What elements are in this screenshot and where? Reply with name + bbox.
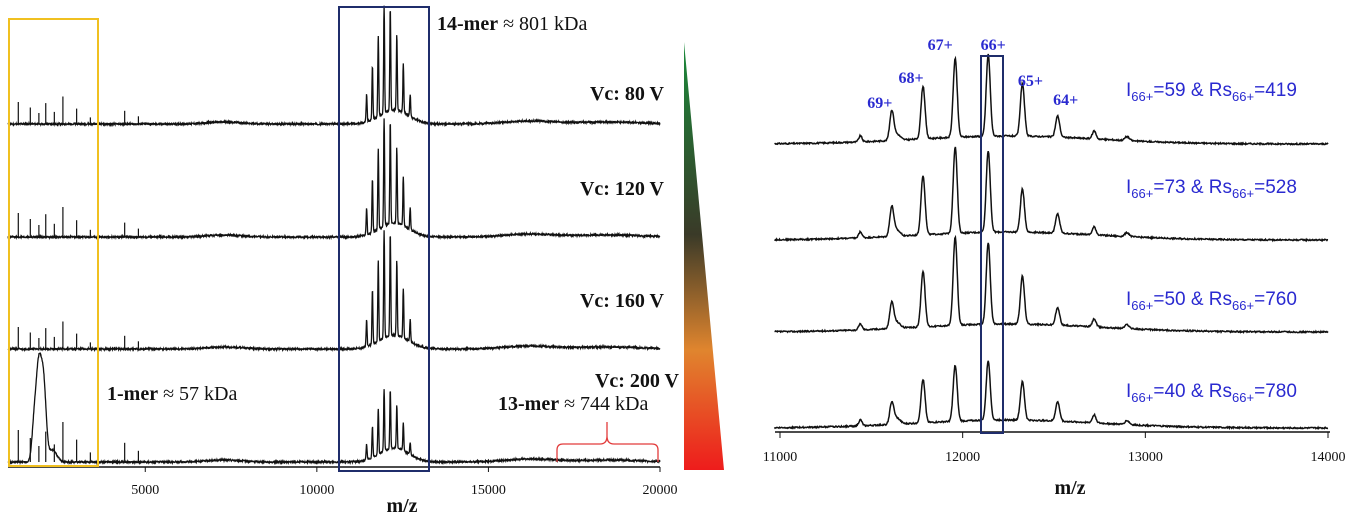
left-trace-1 <box>7 118 661 241</box>
one-mer-label: 1-mer <box>107 383 158 405</box>
annotation-part: 66+ <box>1131 390 1153 405</box>
right-trace-0 <box>774 53 1329 147</box>
annotation-part: & Rs <box>1186 80 1232 101</box>
voltage-label-160: Vc: 160 V <box>580 290 665 312</box>
annotation-part: I <box>1126 381 1131 402</box>
left-x-ticks: 5000 10000 15000 20000 <box>131 467 678 498</box>
annotation-part: =528 <box>1254 177 1297 198</box>
right-traces-group <box>773 53 1329 431</box>
annotation-part: 66+ <box>1232 298 1254 313</box>
right-x-tick-label: 11000 <box>763 450 797 465</box>
thirteen-mer-label: 13-mer <box>498 393 559 415</box>
one-mer-mass: ≈ 57 kDa <box>158 383 237 405</box>
charge-state-label: 64+ <box>1053 92 1078 109</box>
voltage-label-200: Vc: 200 V <box>595 370 680 392</box>
right-spectrum-panel: 11000 12000 13000 14000 m/z 69+ 68+ 67+ 66+ 65+… <box>763 37 1346 499</box>
voltage-label-80: Vc: 80 V <box>590 83 665 105</box>
right-trace-3 <box>773 360 1329 431</box>
right-x-tick-label: 12000 <box>945 450 980 465</box>
left-x-tick-label: 10000 <box>299 483 334 498</box>
annotation-part: =50 <box>1153 289 1185 310</box>
left-x-tick-label: 15000 <box>471 483 506 498</box>
one-mer-annotation: 1-mer ≈ 57 kDa <box>107 383 237 405</box>
left-x-tick-label: 20000 <box>643 483 678 498</box>
fourteen-mer-mass: ≈ 801 kDa <box>498 13 587 35</box>
annotation-part: & Rs <box>1186 289 1232 310</box>
right-x-ticks: 11000 12000 13000 14000 <box>763 432 1346 465</box>
intensity-resolution-annotation: I66+=50 & Rs66+=760 <box>1126 289 1297 313</box>
right-x-axis-label: m/z <box>1054 477 1085 499</box>
annotation-part: I <box>1126 289 1131 310</box>
thirteen-mer-mass: ≈ 744 kDa <box>559 393 648 415</box>
fourteen-mer-annotation: 14-mer ≈ 801 kDa <box>437 13 587 35</box>
left-x-tick-label: 5000 <box>131 483 159 498</box>
annotation-part: 66+ <box>1131 186 1153 201</box>
voltage-label-120: Vc: 120 V <box>580 178 665 200</box>
annotation-part: & Rs <box>1186 381 1232 402</box>
left-traces-group <box>7 5 661 466</box>
annotation-part: 66+ <box>1232 89 1254 104</box>
right-trace-2 <box>774 234 1329 335</box>
fourteen-mer-highlight-box <box>338 6 430 472</box>
intensity-resolution-annotation: I66+=73 & Rs66+=528 <box>1126 177 1297 201</box>
annotation-part: =59 <box>1153 80 1185 101</box>
charge-state-label: 67+ <box>928 37 953 54</box>
left-trace-0 <box>7 5 661 128</box>
right-trace-1 <box>773 146 1329 243</box>
annotation-part: 66+ <box>1232 390 1254 405</box>
annotation-part: I <box>1126 177 1131 198</box>
charge-state-label: 69+ <box>867 95 892 112</box>
left-x-axis-label: m/z <box>386 495 417 517</box>
thirteen-mer-brace <box>556 422 659 462</box>
right-x-tick-label: 13000 <box>1128 450 1163 465</box>
charge-state-label: 68+ <box>898 70 923 87</box>
annotation-part: =760 <box>1254 289 1297 310</box>
charge-state-label: 65+ <box>1018 73 1043 90</box>
annotation-part: & Rs <box>1186 177 1232 198</box>
annotation-part: 66+ <box>1131 298 1153 313</box>
charge-66plus-highlight-box <box>980 55 1004 434</box>
voltage-gradient-wedge <box>684 42 724 470</box>
annotation-part: I <box>1126 80 1131 101</box>
low-mass-highlight-box <box>8 18 99 467</box>
intensity-resolution-annotation: I66+=59 & Rs66+=419 <box>1126 80 1297 104</box>
charge-state-labels: 69+ 68+ 67+ 66+ 65+ 64+ <box>867 37 1078 112</box>
thirteen-mer-annotation: 13-mer ≈ 744 kDa <box>498 393 648 415</box>
intensity-resolution-annotation: I66+=40 & Rs66+=780 <box>1126 381 1297 405</box>
annotation-part: 66+ <box>1131 89 1153 104</box>
annotation-part: =73 <box>1153 177 1185 198</box>
fourteen-mer-label: 14-mer <box>437 13 498 35</box>
charge-state-label: 66+ <box>981 37 1006 54</box>
left-trace-3 <box>7 352 661 466</box>
annotation-part: =419 <box>1254 80 1297 101</box>
left-trace-2 <box>7 230 661 353</box>
left-spectrum-panel: 5000 10000 15000 20000 m/z 14-mer ≈ 801 kDa… <box>7 5 680 517</box>
right-x-tick-label: 14000 <box>1311 450 1346 465</box>
annotation-part: =780 <box>1254 381 1297 402</box>
annotation-part: 66+ <box>1232 186 1254 201</box>
annotation-part: =40 <box>1153 381 1185 402</box>
